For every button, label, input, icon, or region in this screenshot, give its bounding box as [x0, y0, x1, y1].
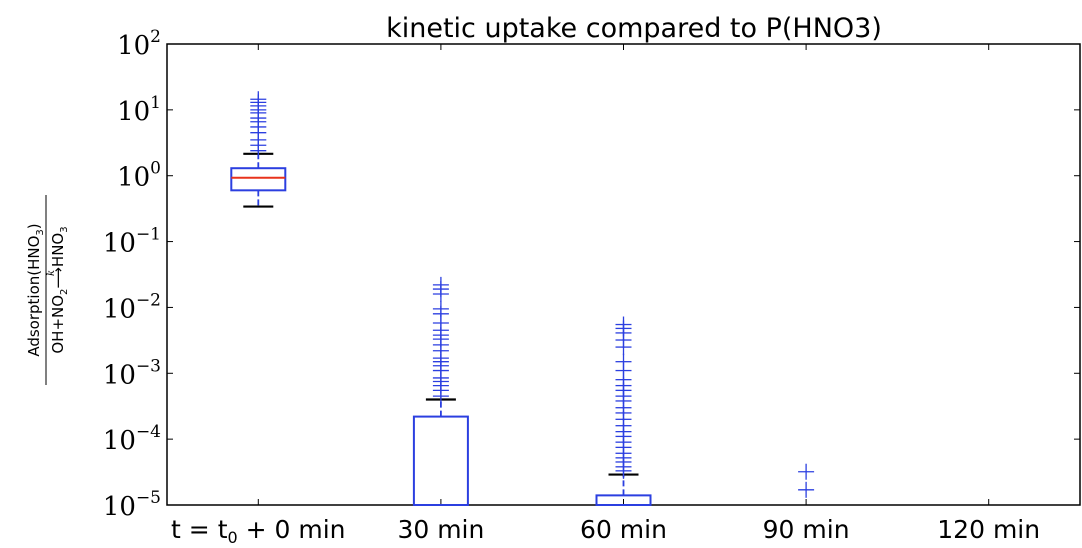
box-iqr	[595, 494, 652, 507]
outlier-point	[615, 353, 632, 370]
y-tick-base: 10	[103, 360, 136, 390]
y-label-num-sub: 3	[35, 229, 46, 235]
outlier-point	[250, 91, 267, 108]
y-tick-label: 100	[117, 159, 161, 193]
chart-title: kinetic uptake compared to P(HNO3)	[386, 13, 882, 44]
y-tick-label: 10−5	[103, 488, 161, 522]
y-tick-label: 10−3	[103, 356, 161, 390]
x-tick-text: t = t	[171, 515, 228, 544]
y-label-den-1: OH+NO	[49, 295, 67, 354]
y-tick-label: 101	[117, 93, 161, 127]
y-tick-label: 102	[117, 27, 161, 61]
x-tick-text: 60 min	[580, 515, 667, 544]
x-tick-label: t = t0 + 0 min	[171, 515, 345, 547]
x-tick-text: 30 min	[397, 515, 484, 544]
y-tick-exponent: −4	[136, 422, 161, 442]
outlier-point	[798, 463, 815, 480]
box-iqr	[412, 415, 469, 507]
y-tick-exponent: 2	[150, 27, 161, 47]
outlier-point	[798, 481, 815, 498]
box-group	[230, 91, 287, 208]
box-group	[798, 463, 815, 498]
y-tick-base: 10	[103, 294, 136, 324]
y-tick-exponent: 0	[150, 159, 161, 179]
y-label-arrow-k: k	[46, 270, 57, 276]
x-tick-sub: 0	[228, 528, 238, 547]
y-tick-exponent: −3	[136, 356, 161, 376]
x-tick-label: 90 min	[763, 515, 850, 544]
y-label-den-2: HNO	[49, 233, 67, 267]
y-label-den-2-sub: 3	[59, 226, 70, 232]
y-tick-base: 10	[103, 492, 136, 522]
box-group	[595, 316, 652, 507]
outlier-point	[432, 276, 449, 293]
box-iqr	[230, 167, 287, 192]
y-label-arrow: ⟶	[49, 267, 67, 289]
y-label-denominator: OH+NO2⟶HNO3	[49, 226, 70, 353]
y-tick-label: 10−1	[103, 225, 161, 259]
x-tick-label: 60 min	[580, 515, 667, 544]
y-label-num-end: )	[25, 223, 43, 229]
box-group	[412, 276, 469, 507]
y-tick-base: 10	[117, 31, 150, 61]
y-tick-base: 10	[117, 163, 150, 193]
x-tick-label: 30 min	[397, 515, 484, 544]
y-label-den-1-sub: 2	[59, 289, 70, 295]
x-tick-suffix: + 0 min	[238, 515, 346, 544]
outlier-point	[615, 316, 632, 333]
y-tick-exponent: 1	[150, 93, 161, 113]
x-tick-label: 120 min	[937, 515, 1040, 544]
x-tick-labels: t = t0 + 0 min 30 min 60 min 90 min 120 min	[171, 515, 1040, 547]
y-tick-base: 10	[117, 97, 150, 127]
y-tick-base: 10	[103, 229, 136, 259]
y-tick-exponent: −1	[136, 225, 161, 245]
y-tick-label: 10−4	[103, 422, 161, 456]
outlier-point	[432, 300, 449, 317]
y-axis-label: Adsorption(HNO3) OH+NO2⟶HNO3 k	[25, 195, 70, 385]
y-label-numerator: Adsorption(HNO3)	[25, 223, 46, 356]
y-tick-exponent: −5	[136, 488, 161, 508]
y-tick-label: 10−2	[103, 290, 161, 324]
y-tick-base: 10	[103, 426, 136, 456]
x-tick-text: 90 min	[763, 515, 850, 544]
y-label-num-text: Adsorption(HNO	[25, 236, 43, 357]
y-tick-exponent: −2	[136, 290, 161, 310]
x-tick-text: 120 min	[937, 515, 1040, 544]
boxes	[230, 91, 815, 507]
